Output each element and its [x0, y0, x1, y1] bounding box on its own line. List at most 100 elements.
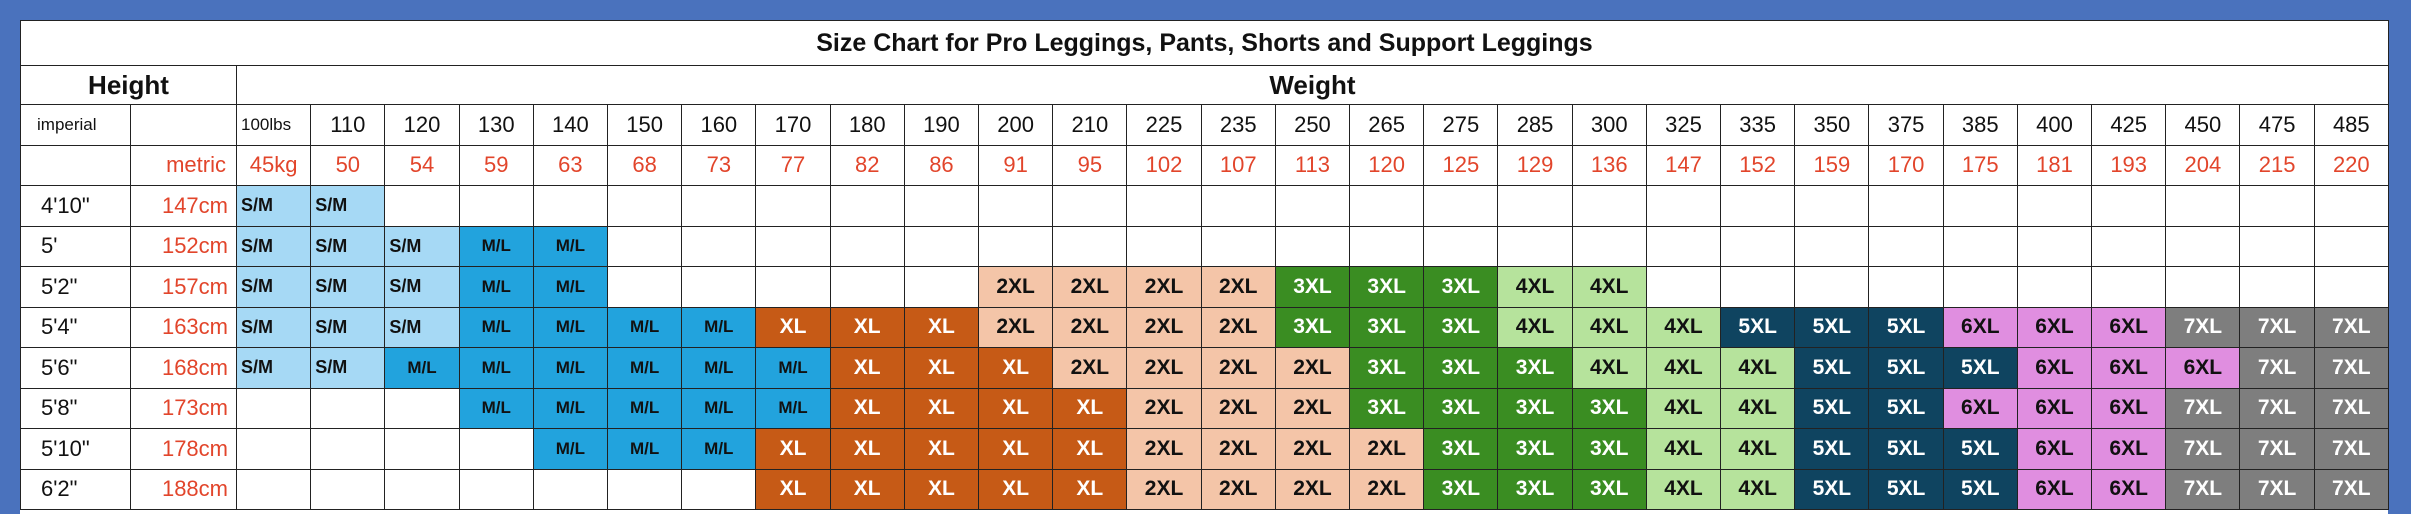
size-cell: 3XL [1423, 428, 1499, 470]
size-cell: 6XL [2091, 468, 2167, 510]
empty-size-cell [607, 468, 683, 510]
size-cell: 3XL [1274, 306, 1351, 348]
weight-metric-cell: 45kg [235, 144, 312, 186]
metric-weight-row: metric 45kg 50 54 59 63 68 73 77 82 86 91 95 102 107 1… [20, 144, 2389, 186]
empty-size-cell [235, 428, 312, 470]
empty-size-cell [2313, 266, 2389, 308]
empty-size-cell [1720, 225, 1796, 267]
empty-size-cell [1349, 185, 1425, 227]
weight-imperial-cell: 300 [1571, 104, 1647, 146]
size-cell: 2XL [1200, 347, 1276, 389]
size-cell: 5XL [1868, 468, 1944, 510]
size-cell: M/L [458, 266, 534, 308]
size-cell: 7XL [2239, 387, 2315, 429]
size-cell: 7XL [2313, 387, 2389, 429]
size-cell: S/M [384, 225, 460, 267]
height-imperial-cell: 5'10" [20, 428, 131, 470]
weight-metric-cell: 220 [2313, 144, 2389, 186]
size-cell: 4XL [1720, 347, 1796, 389]
size-cell: M/L [458, 306, 534, 348]
size-cell: M/L [532, 387, 609, 429]
size-cell: 6XL [2016, 347, 2093, 389]
empty-size-cell [1794, 185, 1870, 227]
size-row: 5'2" 157cm S/M S/M S/M M/L M/L 2XL 2XL 2XL 2XL 3XL 3… [20, 266, 2389, 308]
size-cell: 3XL [1423, 347, 1499, 389]
height-imperial-cell: 6'2" [20, 468, 131, 510]
size-row: 5'10" 178cm M/L M/L M/L XL XL XL XL XL 2XL 2XL 2XL 2X… [20, 428, 2389, 470]
height-imperial-cell: 5' [20, 225, 131, 267]
empty-size-cell [1720, 266, 1796, 308]
size-cell: 2XL [1349, 468, 1425, 510]
size-cell: 5XL [1794, 347, 1870, 389]
empty-size-cell [2091, 185, 2167, 227]
size-row: 5'8" 173cm M/L M/L M/L M/L M/L XL XL XL XL 2XL 2XL 2X… [20, 387, 2389, 429]
weight-imperial-cell: 325 [1645, 104, 1722, 146]
size-cell: 4XL [1571, 306, 1647, 348]
size-cell: S/M [235, 266, 312, 308]
weight-imperial-cell: 250 [1274, 104, 1351, 146]
height-metric-cell: 147cm [130, 185, 237, 227]
size-cell: 2XL [1126, 347, 1202, 389]
size-cell: M/L [532, 225, 609, 267]
weight-imperial-cell: 180 [829, 104, 905, 146]
empty-size-cell [458, 428, 534, 470]
size-cell: 4XL [1645, 347, 1722, 389]
height-imperial-cell: 5'2" [20, 266, 131, 308]
size-cell: 4XL [1571, 347, 1647, 389]
weight-imperial-cell: 485 [2313, 104, 2389, 146]
size-cell: M/L [458, 347, 534, 389]
weight-imperial-cell: 275 [1423, 104, 1499, 146]
size-cell: M/L [681, 428, 757, 470]
empty-size-cell [1868, 266, 1944, 308]
empty-size-cell [1052, 225, 1128, 267]
empty-size-cell [1497, 225, 1573, 267]
size-cell: XL [1052, 387, 1128, 429]
size-cell: M/L [458, 225, 534, 267]
weight-imperial-cell: 140 [532, 104, 609, 146]
size-cell: M/L [607, 347, 683, 389]
empty-size-cell [903, 266, 980, 308]
empty-size-cell [681, 185, 757, 227]
weight-metric-cell: 68 [607, 144, 683, 186]
size-cell: M/L [458, 387, 534, 429]
empty-size-cell [903, 225, 980, 267]
size-cell: S/M [310, 347, 386, 389]
size-cell: XL [1052, 468, 1128, 510]
empty-size-cell [829, 266, 905, 308]
empty-size-cell [1126, 225, 1202, 267]
imperial-weight-row: imperial 100lbs 110 120 130 140 150 160 170 180 1… [20, 104, 2389, 146]
weight-metric-cell: 170 [1868, 144, 1944, 186]
size-cell: 3XL [1349, 347, 1425, 389]
empty-size-cell [2165, 225, 2241, 267]
size-cell: XL [903, 428, 980, 470]
size-cell: M/L [532, 428, 609, 470]
size-cell: 6XL [2016, 468, 2093, 510]
weight-imperial-cell: 190 [903, 104, 980, 146]
size-cell: 2XL [1274, 468, 1351, 510]
size-cell: 2XL [1274, 347, 1351, 389]
size-cell: 4XL [1645, 468, 1722, 510]
empty-size-cell [1423, 225, 1499, 267]
empty-size-cell [1942, 185, 2018, 227]
empty-size-cell [829, 225, 905, 267]
size-cell: 2XL [1126, 266, 1202, 308]
size-cell: XL [903, 468, 980, 510]
size-cell: 5XL [1942, 468, 2018, 510]
size-cell: 3XL [1571, 428, 1647, 470]
weight-imperial-cell: 130 [458, 104, 534, 146]
weight-metric-cell: 125 [1423, 144, 1499, 186]
size-cell: 5XL [1868, 347, 1944, 389]
size-cell: 3XL [1497, 387, 1573, 429]
empty-size-cell [755, 266, 831, 308]
size-cell: M/L [681, 387, 757, 429]
size-cell: XL [829, 387, 905, 429]
empty-size-cell [532, 185, 609, 227]
empty-size-cell [2313, 185, 2389, 227]
size-cell: S/M [235, 225, 312, 267]
size-cell: 7XL [2313, 468, 2389, 510]
empty-size-cell [2239, 266, 2315, 308]
weight-metric-cell: 54 [384, 144, 460, 186]
weight-imperial-cell: 265 [1349, 104, 1425, 146]
size-cell: 5XL [1720, 306, 1796, 348]
size-cell: 6XL [2165, 347, 2241, 389]
